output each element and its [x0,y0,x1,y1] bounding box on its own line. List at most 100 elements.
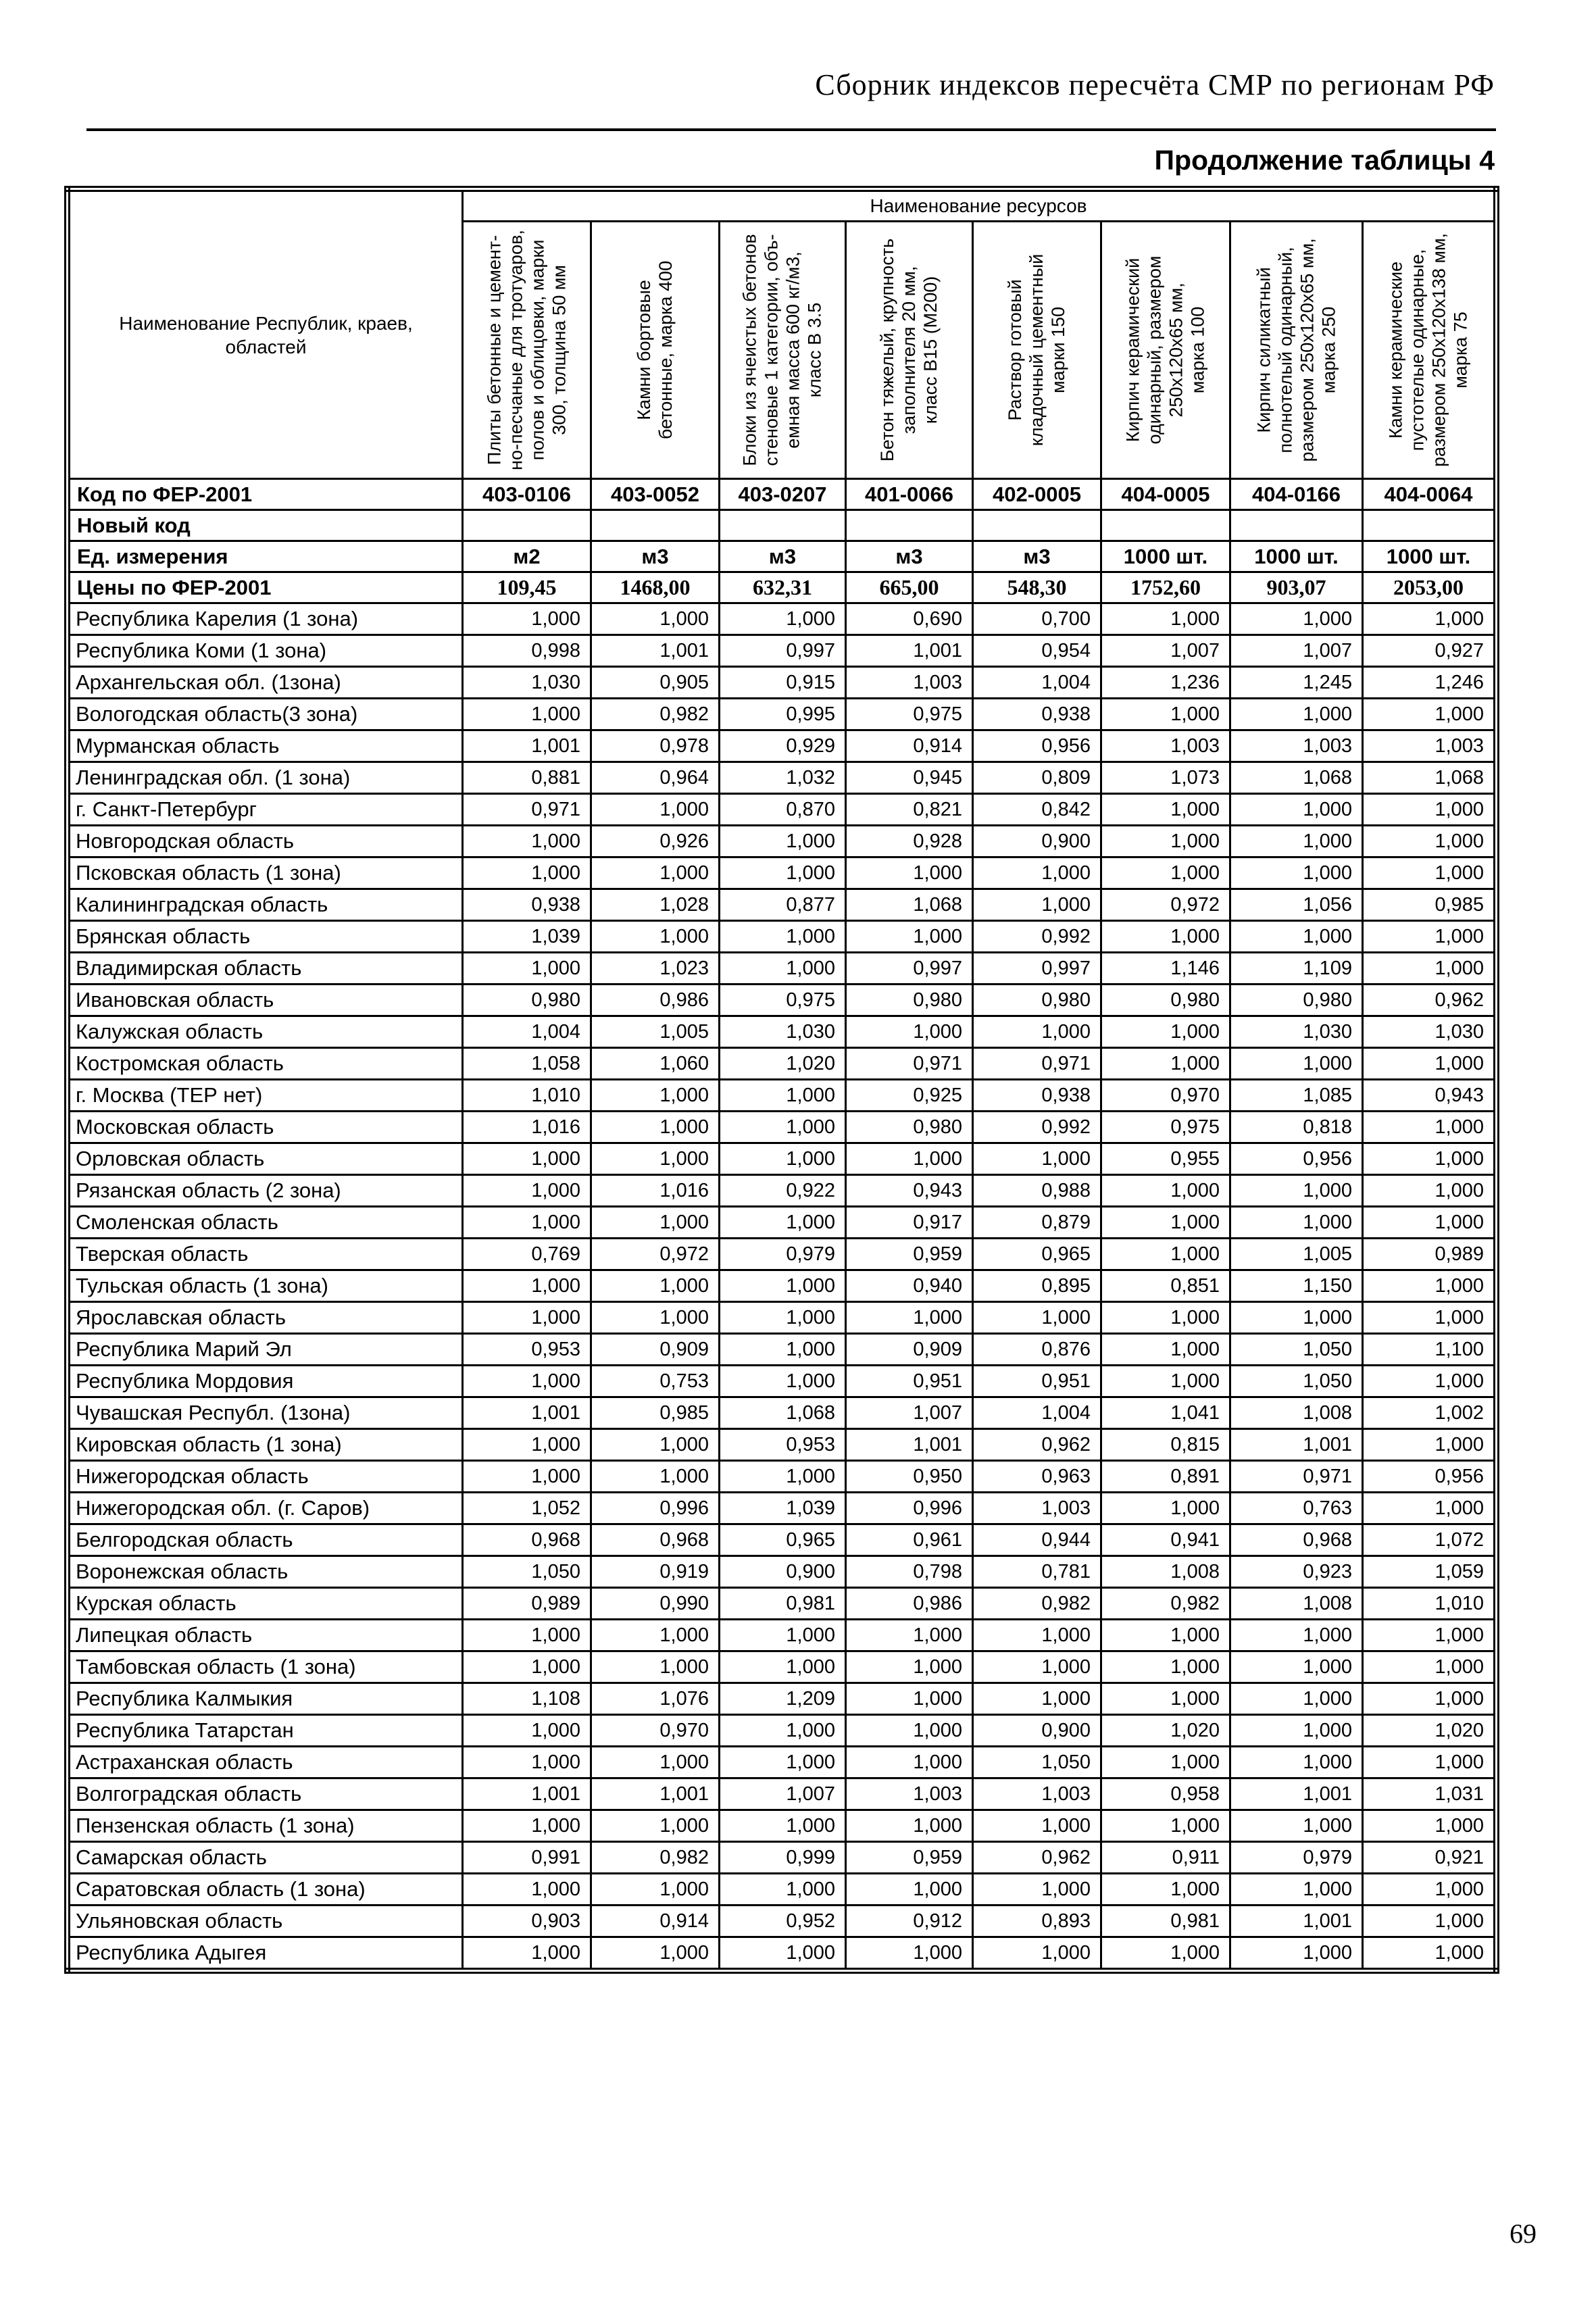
table-row: Архангельская обл. (1зона) 1,030 0,905 0,91… [66,666,1498,699]
index-value-cell: 1,000 [845,856,974,890]
meta-value-cell: 404-0064 [1361,478,1498,511]
table-row: Калининградская область 0,938 1,028 0,877 1,… [66,888,1498,922]
index-value-cell: 1,000 [718,1809,847,1843]
index-value-cell: 1,000 [590,1205,720,1239]
index-value-cell: 1,030 [1361,1015,1498,1049]
index-value-cell: 1,000 [718,1142,847,1176]
index-value-cell: 1,001 [1229,1777,1364,1811]
region-name-cell: Пензенская область (1 зона) [66,1809,464,1843]
meta-value-cell: 402-0005 [972,478,1102,511]
index-value-cell: 0,968 [462,1523,592,1557]
region-name-cell: Воронежская область [66,1555,464,1589]
meta-value-cell: 548,30 [972,571,1102,604]
index-value-cell: 0,952 [718,1904,847,1938]
index-value-cell: 1,000 [1361,1682,1498,1716]
index-value-cell: 1,003 [972,1491,1102,1525]
index-value-cell: 1,000 [1229,1809,1364,1843]
index-value-cell: 1,000 [718,1872,847,1906]
index-value-cell: 1,004 [972,1396,1102,1430]
column-header-text: Камни керамические пустотелые одинарные,… [1385,232,1470,468]
index-value-cell: 1,000 [845,1142,974,1176]
index-value-cell: 1,000 [718,824,847,858]
index-value-cell: 0,700 [972,602,1102,636]
header-divider [86,128,1496,131]
index-value-cell: 0,821 [845,793,974,826]
index-value-cell: 0,972 [1100,888,1231,922]
index-value-cell: 1,068 [718,1396,847,1430]
index-value-cell: 0,996 [590,1491,720,1525]
index-value-cell: 1,000 [718,1364,847,1398]
index-value-cell: 1,000 [1229,1047,1364,1080]
index-value-cell: 1,007 [718,1777,847,1811]
index-value-cell: 1,000 [1361,856,1498,890]
index-value-cell: 0,980 [972,983,1102,1017]
index-value-cell: 1,000 [972,1015,1102,1049]
column-header: Раствор готовый кладочный цементный марк… [972,220,1102,480]
table-row: Тульская область (1 зона) 1,000 1,000 1,000… [66,1269,1498,1303]
region-name-cell: Мурманская область [66,729,464,763]
index-value-cell: 0,753 [590,1364,720,1398]
index-value-cell: 1,001 [590,634,720,668]
index-value-cell: 1,004 [972,666,1102,699]
index-value-cell: 1,007 [845,1396,974,1430]
table-row: Ивановская область 0,980 0,986 0,975 0,980 0,… [66,983,1498,1017]
index-value-cell: 1,000 [462,1650,592,1684]
meta-value-cell [718,509,847,542]
table-row: Псковская область (1 зона) 1,000 1,000 1,00… [66,856,1498,890]
index-value-cell: 1,000 [1100,1618,1231,1652]
table-row: Тамбовская область (1 зона) 1,000 1,000 1,0… [66,1650,1498,1684]
index-value-cell: 1,000 [845,1936,974,1972]
index-value-cell: 0,798 [845,1555,974,1589]
region-name-cell: Московская область [66,1110,464,1144]
index-value-cell: 0,914 [845,729,974,763]
index-value-cell: 0,842 [972,793,1102,826]
region-name-cell: Курская область [66,1587,464,1620]
index-value-cell: 1,000 [1100,1047,1231,1080]
index-value-cell: 1,000 [718,1460,847,1493]
index-value-cell: 1,000 [462,1364,592,1398]
meta-value-cell [972,509,1102,542]
region-name-cell: Калужская область [66,1015,464,1049]
index-value-cell: 1,050 [1229,1364,1364,1398]
index-value-cell: 1,000 [972,1650,1102,1684]
table-continuation-label: Продолжение таблицы 4 [1154,145,1495,176]
table-row: Липецкая область 1,000 1,000 1,000 1,000 1,00… [66,1618,1498,1652]
index-value-cell: 1,008 [1229,1396,1364,1430]
index-value-cell: 1,000 [1361,824,1498,858]
region-name-cell: Архангельская обл. (1зона) [66,666,464,699]
index-value-cell: 0,989 [462,1587,592,1620]
meta-value-cell: 1000 шт. [1229,540,1364,573]
table-row: Воронежская область 1,050 0,919 0,900 0,798 0… [66,1555,1498,1589]
index-value-cell: 1,001 [590,1777,720,1811]
index-value-cell: 0,763 [1229,1491,1364,1525]
region-name-cell: г. Москва (ТЕР нет) [66,1078,464,1112]
index-value-cell: 0,881 [462,761,592,795]
table-row: Тверская область 0,769 0,972 0,979 0,959 0,96… [66,1237,1498,1271]
index-value-cell: 1,000 [1361,1364,1498,1398]
index-value-cell: 1,003 [845,666,974,699]
index-value-cell: 1,000 [462,1174,592,1208]
index-value-cell: 1,008 [1100,1555,1231,1589]
table-row: Кировская область (1 зона) 1,000 1,000 0,95… [66,1428,1498,1462]
index-value-cell: 1,000 [1100,1809,1231,1843]
region-name-cell: Ульяновская область [66,1904,464,1938]
index-value-cell: 1,000 [845,1872,974,1906]
index-value-cell: 0,915 [718,666,847,699]
region-name-cell: Белгородская область [66,1523,464,1557]
meta-row: Цены по ФЕР-2001 109,45 1468,00 632,31 665,0… [66,571,1498,604]
region-name-cell: Костромская область [66,1047,464,1080]
index-value-cell: 1,000 [845,1015,974,1049]
index-value-cell: 1,000 [972,856,1102,890]
index-value-cell: 1,001 [1229,1428,1364,1462]
index-value-cell: 1,007 [1100,634,1231,668]
index-value-cell: 1,000 [1100,602,1231,636]
region-name-cell: г. Санкт-Петербург [66,793,464,826]
index-value-cell: 1,052 [462,1491,592,1525]
region-name-cell: Брянская область [66,920,464,953]
region-name-cell: Республика Мордовия [66,1364,464,1398]
index-value-cell: 1,001 [462,1777,592,1811]
index-value-cell: 0,997 [718,634,847,668]
index-value-cell: 0,980 [845,1110,974,1144]
meta-value-cell: 403-0052 [590,478,720,511]
index-value-cell: 1,032 [718,761,847,795]
